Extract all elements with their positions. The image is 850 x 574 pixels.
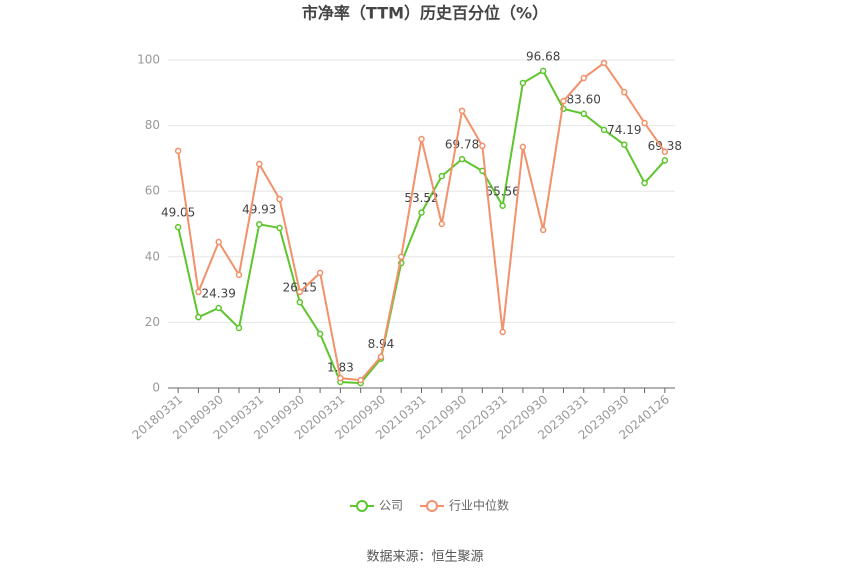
y-tick-label: 100	[137, 53, 160, 67]
data-label: 83.60	[567, 92, 601, 106]
point	[499, 328, 506, 336]
data-label: 8.94	[368, 337, 395, 351]
point	[661, 148, 669, 156]
legend-label: 行业中位数	[449, 498, 509, 513]
point	[479, 142, 486, 150]
point	[174, 147, 182, 155]
point	[458, 155, 466, 163]
point	[499, 202, 506, 210]
y-tick-label: 40	[145, 249, 160, 263]
data-label: 49.93	[242, 203, 276, 217]
point	[458, 107, 466, 115]
point	[580, 110, 587, 118]
point	[337, 374, 344, 382]
point	[600, 126, 608, 134]
y-tick-label: 80	[145, 118, 160, 132]
y-tick-label: 60	[145, 184, 160, 198]
point	[195, 288, 202, 296]
point	[560, 97, 567, 105]
point	[256, 220, 263, 228]
point	[641, 119, 648, 127]
data-label: 24.39	[202, 287, 236, 301]
point	[621, 88, 628, 96]
point	[215, 238, 222, 246]
series-line	[177, 69, 666, 385]
point	[235, 271, 243, 279]
point	[296, 298, 304, 306]
y-tick-label: 20	[145, 315, 160, 329]
data-label: 69.38	[648, 139, 682, 153]
point	[438, 220, 446, 228]
point	[316, 330, 324, 338]
point	[377, 353, 385, 361]
data-label: 1.83	[327, 360, 354, 374]
point	[418, 209, 425, 216]
legend-marker	[356, 500, 368, 512]
point	[296, 288, 304, 296]
data-label: 49.05	[161, 206, 195, 220]
point	[215, 304, 222, 312]
point	[519, 143, 527, 151]
point	[621, 141, 628, 148]
source: 数据来源：恒生聚源	[366, 550, 483, 565]
chart-title: 市净率（TTM）历史百分位（%）	[302, 4, 548, 23]
point	[276, 224, 283, 232]
point	[600, 59, 608, 67]
point	[661, 157, 669, 164]
legend-marker	[426, 500, 438, 512]
point	[641, 179, 648, 187]
legend-label: 公司	[379, 499, 403, 513]
point	[580, 74, 587, 82]
y-tick-label: 0	[152, 381, 160, 395]
data-label: 74.19	[607, 123, 641, 137]
point	[357, 376, 364, 384]
point	[256, 160, 263, 168]
point	[316, 269, 324, 277]
point	[418, 135, 425, 143]
point	[235, 324, 243, 332]
data-label: 55.56	[485, 184, 519, 198]
point	[539, 226, 547, 234]
point	[195, 313, 202, 321]
point	[276, 195, 283, 203]
point	[519, 79, 527, 87]
point	[438, 172, 446, 180]
data-label: 69.78	[445, 138, 479, 152]
point	[539, 67, 547, 75]
series-line	[177, 61, 666, 382]
data-label: 96.68	[526, 49, 560, 63]
point	[397, 253, 405, 261]
point	[174, 223, 182, 231]
